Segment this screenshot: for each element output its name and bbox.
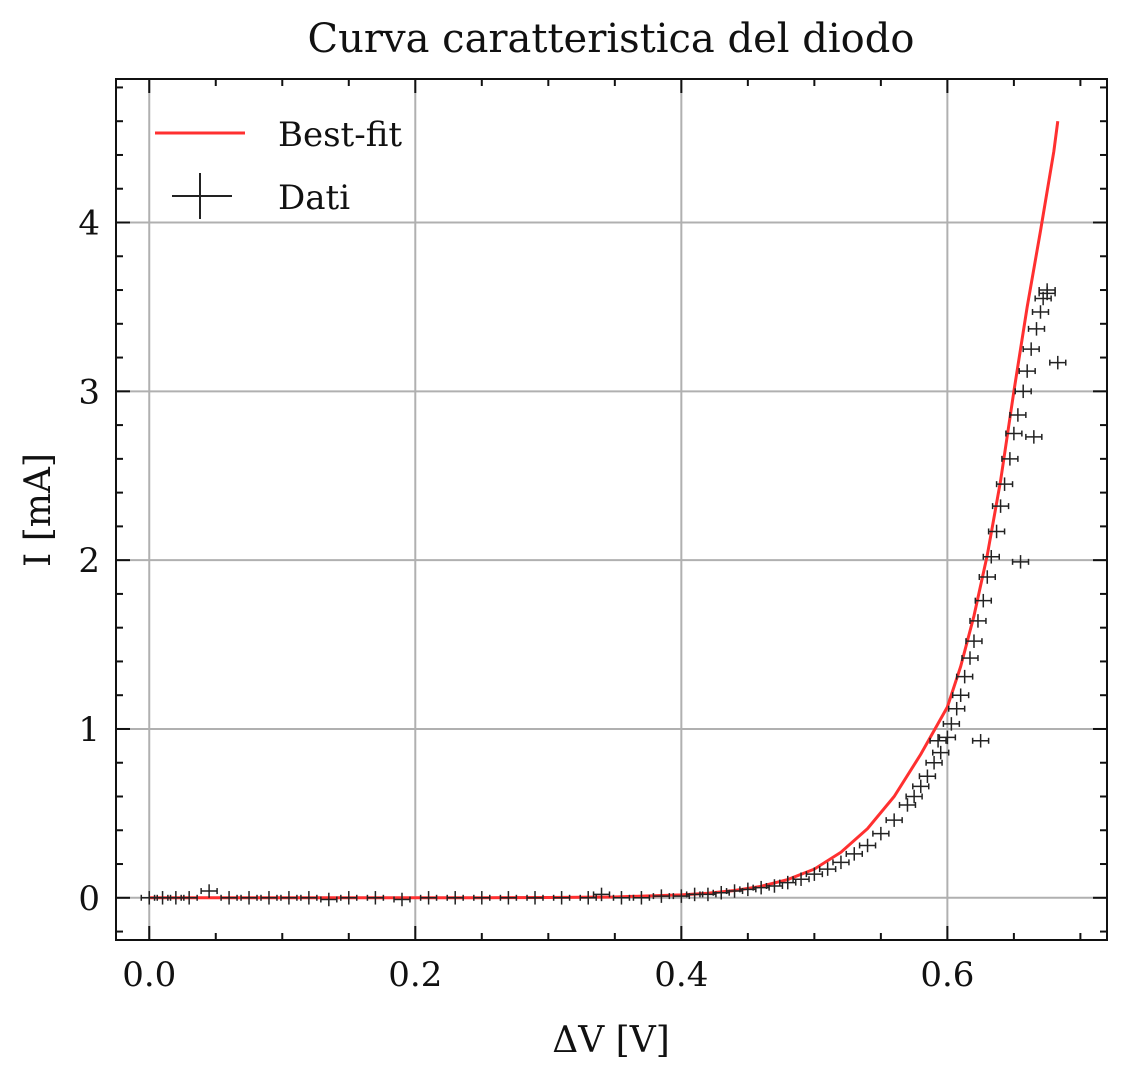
data-point bbox=[592, 887, 611, 902]
data-point bbox=[929, 734, 947, 748]
data-point bbox=[280, 891, 298, 905]
data-point bbox=[947, 701, 966, 716]
data-point bbox=[419, 891, 438, 905]
data-point bbox=[974, 593, 993, 608]
data-point bbox=[885, 813, 903, 827]
y-tick-label: 1 bbox=[78, 710, 100, 750]
data-point bbox=[1022, 342, 1040, 356]
data-point bbox=[1038, 286, 1056, 301]
data-point bbox=[1011, 555, 1030, 569]
data-point bbox=[526, 891, 544, 905]
data-point bbox=[1027, 322, 1046, 336]
data-point bbox=[1031, 305, 1050, 319]
data-point bbox=[792, 872, 810, 886]
legend: Best-fit Dati bbox=[155, 115, 402, 219]
data-point bbox=[905, 789, 923, 804]
data-point bbox=[473, 891, 491, 905]
x-tick-label: 0.6 bbox=[920, 955, 974, 995]
plot-frame bbox=[115, 78, 1108, 941]
chart-title: Curva caratteristica del diodo bbox=[308, 16, 915, 62]
data-point bbox=[912, 779, 930, 794]
y-axis-label: I [mA] bbox=[18, 453, 59, 567]
data-point bbox=[1014, 384, 1032, 399]
data-point bbox=[632, 891, 651, 905]
data-point bbox=[965, 634, 983, 648]
data-point bbox=[320, 892, 338, 907]
data-point bbox=[971, 734, 990, 748]
data-point bbox=[982, 550, 1001, 564]
axis-ticks bbox=[116, 79, 1107, 940]
grid bbox=[116, 79, 1107, 940]
data-point bbox=[858, 838, 877, 853]
data-point bbox=[366, 891, 385, 905]
data-point bbox=[978, 570, 997, 584]
data-point bbox=[995, 477, 1014, 491]
data-point bbox=[925, 755, 943, 770]
data-point bbox=[1018, 364, 1036, 378]
y-tick-label: 0 bbox=[78, 879, 100, 919]
data-point bbox=[652, 889, 671, 903]
data-point bbox=[918, 769, 937, 783]
data-point bbox=[1049, 355, 1067, 370]
data-point bbox=[832, 855, 850, 870]
data-point bbox=[200, 884, 218, 898]
x-tick-label: 0.0 bbox=[122, 955, 176, 995]
data-point bbox=[240, 891, 258, 905]
data-series bbox=[140, 283, 1067, 907]
data-point bbox=[499, 891, 518, 905]
data-point bbox=[180, 891, 198, 905]
y-tick-label: 2 bbox=[78, 541, 100, 581]
x-axis-label: ΔV [V] bbox=[552, 1020, 670, 1061]
data-point bbox=[612, 891, 631, 905]
data-point bbox=[1025, 430, 1043, 444]
x-tick-label: 0.4 bbox=[654, 955, 708, 995]
data-point bbox=[300, 891, 318, 905]
data-point bbox=[765, 879, 784, 893]
data-point bbox=[393, 892, 411, 907]
data-point bbox=[872, 826, 890, 841]
data-point bbox=[446, 891, 464, 905]
data-point bbox=[961, 651, 979, 665]
data-point bbox=[951, 688, 970, 702]
data-point bbox=[942, 717, 961, 731]
data-point bbox=[955, 669, 974, 684]
data-point bbox=[552, 891, 571, 905]
data-point bbox=[969, 614, 987, 628]
y-tick-label: 4 bbox=[78, 204, 100, 244]
x-tick-label: 0.2 bbox=[388, 955, 442, 995]
y-tick-label: 3 bbox=[78, 372, 100, 412]
data-point bbox=[991, 499, 1010, 513]
data-point bbox=[845, 847, 863, 861]
data-point bbox=[260, 891, 278, 905]
data-point bbox=[938, 730, 957, 745]
legend-label-best-fit: Best-fit bbox=[278, 115, 402, 155]
data-point bbox=[805, 867, 824, 881]
data-point bbox=[898, 798, 917, 812]
legend-label-dati: Dati bbox=[278, 178, 350, 218]
data-point bbox=[779, 875, 797, 890]
data-point bbox=[1009, 408, 1027, 422]
data-point bbox=[1001, 452, 1019, 466]
data-point bbox=[579, 891, 597, 905]
data-point bbox=[987, 524, 1006, 539]
data-point bbox=[931, 745, 950, 760]
data-point bbox=[818, 862, 837, 876]
data-point bbox=[340, 891, 358, 905]
data-point bbox=[220, 891, 238, 905]
data-point bbox=[1005, 426, 1023, 441]
